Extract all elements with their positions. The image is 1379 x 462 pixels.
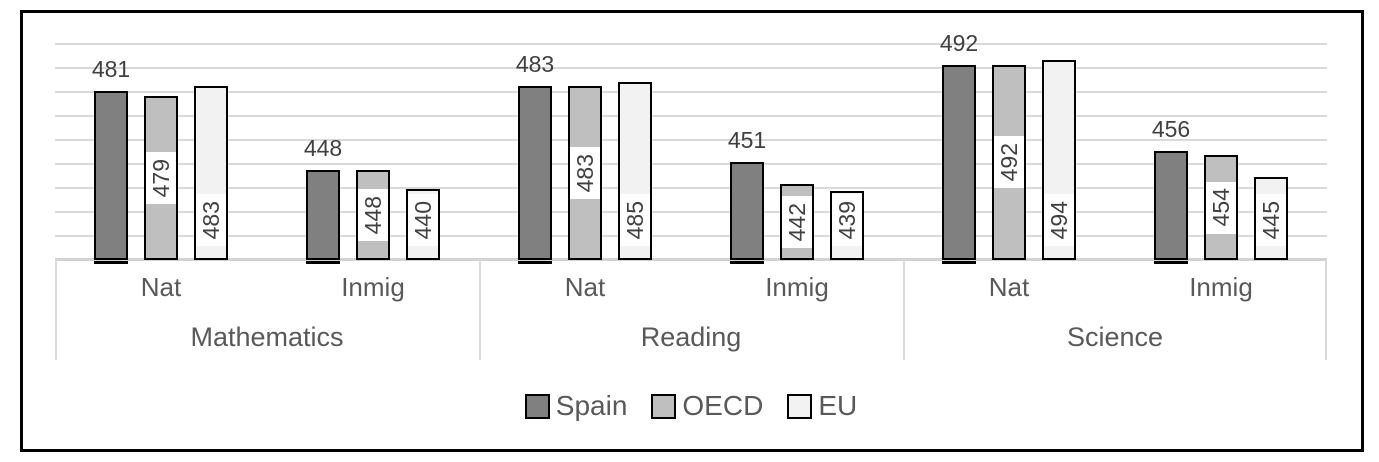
gridline bbox=[55, 235, 1327, 237]
bar-base-tick bbox=[306, 261, 340, 264]
bar-value-label: 442 bbox=[783, 202, 810, 242]
bar-base-tick bbox=[942, 261, 976, 264]
bar-eu: 439 bbox=[830, 190, 864, 260]
bar-value-label-box: 492 bbox=[994, 136, 1024, 189]
bar-spain: 481 bbox=[92, 56, 130, 264]
bar-value-label: 448 bbox=[359, 195, 386, 234]
category-label-mathematics: Mathematics bbox=[190, 321, 344, 352]
bar-value-label-box: 440 bbox=[408, 194, 438, 246]
bar-cluster-science-inmig: 456 454 445 bbox=[1115, 0, 1327, 264]
bar-spain: 456 bbox=[1152, 116, 1190, 264]
category-divider bbox=[479, 260, 481, 360]
bar-value-label: 479 bbox=[147, 158, 174, 198]
bar-value-label-box: 483 bbox=[570, 147, 600, 200]
gridline bbox=[55, 211, 1327, 213]
bar-eu: 483 bbox=[194, 86, 228, 260]
bar-cluster-reading-inmig: 451 442 439 bbox=[691, 0, 903, 264]
bar-value-label: 454 bbox=[1207, 188, 1234, 227]
bar-eu: 440 bbox=[406, 188, 440, 260]
bar-eu: 485 bbox=[618, 81, 652, 260]
gridline bbox=[55, 67, 1327, 69]
legend-swatch-oecd bbox=[651, 393, 677, 419]
bar-oecd: 454 bbox=[1204, 155, 1238, 260]
legend-swatch-eu bbox=[787, 393, 813, 419]
bar-spain: 448 bbox=[304, 135, 342, 264]
bar-base-tick bbox=[730, 261, 764, 264]
x-axis-line bbox=[55, 258, 1327, 261]
bar-value-label: 451 bbox=[727, 127, 767, 154]
bar-value-label-box: 494 bbox=[1044, 194, 1074, 246]
bar-value-label: 492 bbox=[939, 29, 979, 56]
bar-base-tick bbox=[1154, 261, 1188, 264]
bar-value-label-box: 439 bbox=[832, 194, 862, 246]
gridline bbox=[55, 115, 1327, 117]
category-label-inmig: Inmig bbox=[341, 271, 405, 302]
legend-item-spain: Spain bbox=[524, 390, 628, 422]
category-divider bbox=[903, 260, 905, 360]
bar-value-label-box: 445 bbox=[1256, 194, 1286, 246]
bar-spain: 483 bbox=[516, 51, 554, 264]
gridline bbox=[55, 43, 1327, 45]
bar-oecd: 442 bbox=[780, 183, 814, 260]
bar-value-label: 483 bbox=[515, 51, 555, 78]
gridline bbox=[55, 139, 1327, 141]
category-label-inmig: Inmig bbox=[765, 271, 829, 302]
bar-cluster-reading-nat: 483 483 485 bbox=[479, 0, 691, 264]
bar-eu: 494 bbox=[1042, 60, 1076, 260]
legend-label: EU bbox=[818, 390, 858, 421]
bar-value-label-box: 448 bbox=[358, 188, 388, 241]
category-divider bbox=[55, 260, 57, 360]
gridline bbox=[55, 163, 1327, 165]
bar-spain: 492 bbox=[940, 30, 978, 264]
bar-oecd: 483 bbox=[568, 86, 602, 260]
bar-value-label: 483 bbox=[197, 200, 224, 240]
chart-frame bbox=[20, 10, 1364, 452]
bar-cluster-mathematics-nat: 481 479 483 bbox=[55, 0, 267, 264]
category-label-nat: Nat bbox=[564, 271, 606, 302]
bar-value-label-box: 485 bbox=[620, 194, 650, 246]
bar-base-tick bbox=[518, 261, 552, 264]
bar-value-label-box: 442 bbox=[782, 195, 812, 248]
bar-value-label: 448 bbox=[303, 134, 343, 161]
legend-swatch-spain bbox=[524, 393, 550, 419]
bar-base-tick bbox=[94, 261, 128, 264]
bar-value-label-box: 483 bbox=[196, 194, 226, 246]
legend-label: Spain bbox=[555, 390, 628, 421]
bar-oecd: 448 bbox=[356, 169, 390, 260]
bar-cluster-mathematics-inmig: 448 448 440 bbox=[267, 0, 479, 264]
gridline bbox=[55, 187, 1327, 189]
legend-item-oecd: OECD bbox=[651, 390, 763, 422]
category-divider bbox=[1325, 260, 1327, 360]
chart-legend: Spain OECD EU bbox=[55, 385, 1327, 427]
legend-item-eu: EU bbox=[787, 390, 857, 422]
bar-value-label: 492 bbox=[995, 143, 1022, 182]
bar-value-label: 456 bbox=[1151, 115, 1191, 142]
category-label-inmig: Inmig bbox=[1189, 271, 1253, 302]
bar-value-label: 439 bbox=[833, 200, 860, 240]
bar-value-label-box: 454 bbox=[1206, 181, 1236, 234]
bar-spain: 451 bbox=[728, 127, 766, 264]
bar-value-label: 440 bbox=[409, 200, 436, 240]
bar-oecd: 492 bbox=[992, 64, 1026, 260]
gridline bbox=[55, 91, 1327, 93]
bar-value-label: 481 bbox=[91, 56, 131, 83]
category-label-nat: Nat bbox=[988, 271, 1030, 302]
category-label-nat: Nat bbox=[140, 271, 182, 302]
bar-value-label: 485 bbox=[621, 200, 648, 240]
bar-cluster-science-nat: 492 492 494 bbox=[903, 0, 1115, 264]
category-label-reading: Reading bbox=[640, 321, 742, 352]
bar-value-label-box: 479 bbox=[146, 151, 176, 204]
bar-value-label: 483 bbox=[571, 153, 598, 193]
category-label-science: Science bbox=[1066, 321, 1164, 352]
bar-value-label: 445 bbox=[1257, 200, 1284, 240]
bar-eu: 445 bbox=[1254, 176, 1288, 260]
legend-label: OECD bbox=[682, 390, 764, 421]
bar-oecd: 479 bbox=[144, 95, 178, 260]
bar-value-label: 494 bbox=[1045, 200, 1072, 240]
